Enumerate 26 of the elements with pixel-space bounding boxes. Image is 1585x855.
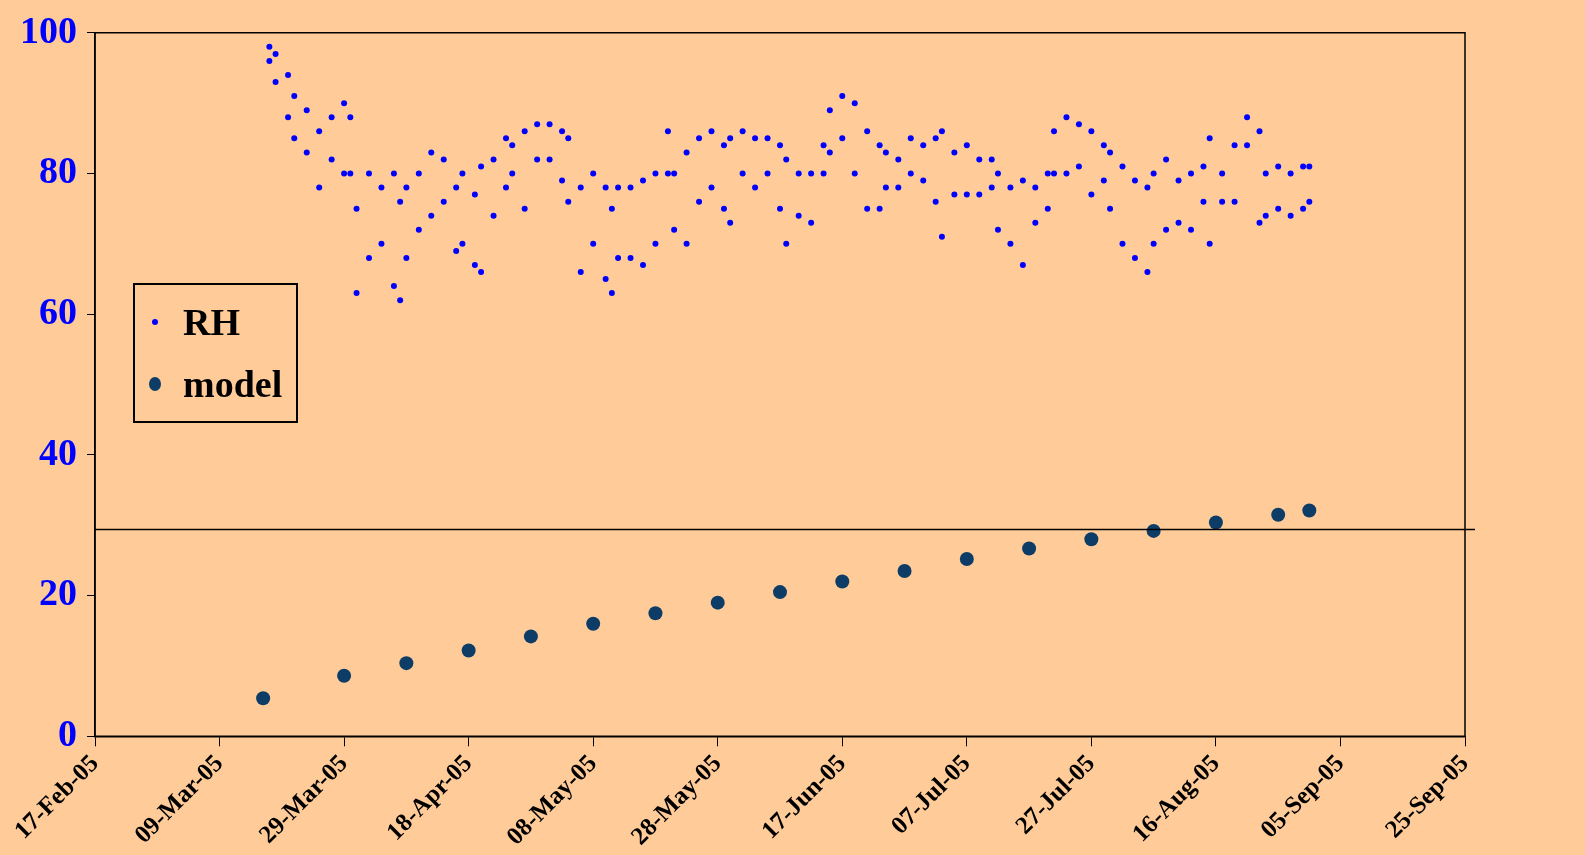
y-tick-label: 0 <box>58 712 77 755</box>
point <box>256 691 271 706</box>
point <box>897 563 912 578</box>
point <box>1146 523 1161 538</box>
legend-label: model <box>183 361 283 406</box>
legend-label: RH <box>183 299 240 344</box>
point <box>461 643 476 658</box>
point <box>1271 507 1286 522</box>
y-tick-label: 40 <box>39 430 77 473</box>
y-tick-label: 60 <box>39 290 77 333</box>
point <box>586 616 601 631</box>
point <box>337 668 352 683</box>
point <box>710 595 725 610</box>
point <box>959 552 974 567</box>
point <box>399 656 414 671</box>
y-tick-label: 20 <box>39 571 77 614</box>
point <box>1302 503 1317 518</box>
y-tick-label: 100 <box>20 8 77 51</box>
point <box>648 606 663 621</box>
point <box>1208 515 1223 530</box>
point <box>1084 532 1099 547</box>
y-tick-label: 80 <box>39 149 77 192</box>
point <box>773 585 787 600</box>
point <box>523 629 538 644</box>
point <box>1022 541 1037 556</box>
point <box>835 574 850 589</box>
